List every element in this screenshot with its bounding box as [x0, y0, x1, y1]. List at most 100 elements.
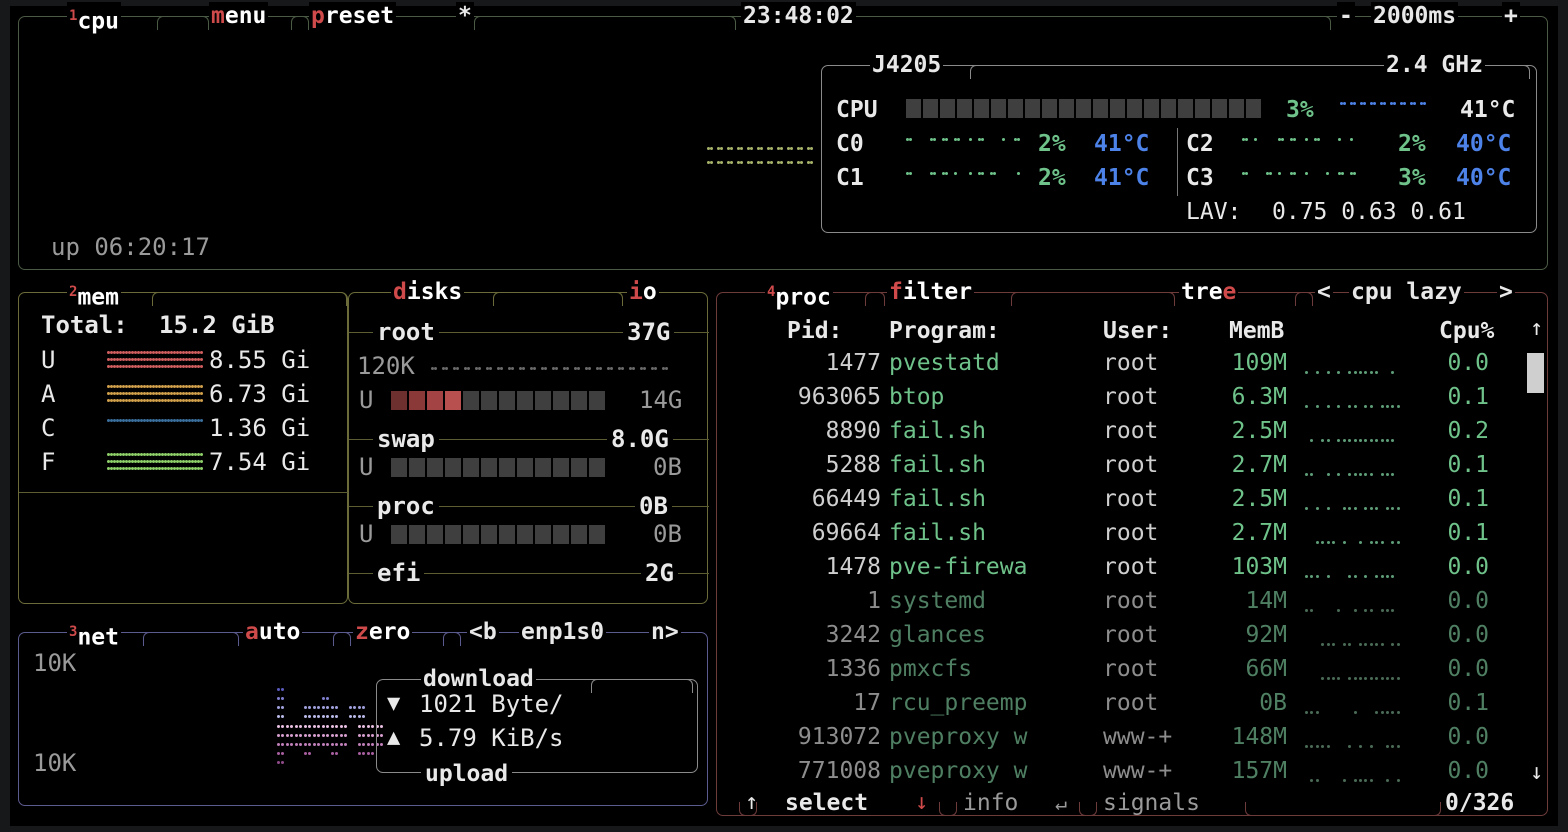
col-header-pid[interactable]: Pid:: [787, 318, 843, 344]
load-average-value: 0.75 0.63 0.61: [1272, 199, 1466, 225]
cpu-total-percent: 3%: [1286, 97, 1314, 123]
table-row[interactable]: [725, 453, 1521, 487]
net-prev-interface-button[interactable]: <b: [467, 618, 499, 646]
update-interval-decrease-button[interactable]: -: [1337, 2, 1355, 30]
proc-scrollbar-thumb[interactable]: [1527, 353, 1544, 393]
table-row[interactable]: [725, 589, 1521, 623]
select-label[interactable]: select: [785, 790, 869, 816]
proc-sort-prev-button[interactable]: <: [1315, 278, 1333, 306]
cpu-menu-button[interactable]: menu: [209, 2, 269, 30]
mem-panel-title[interactable]: 2mem: [67, 278, 121, 312]
update-interval-increase-button[interactable]: +: [1502, 2, 1520, 30]
cpu-temp-graph: [1340, 102, 1430, 122]
signals-label[interactable]: signals: [1103, 790, 1200, 816]
select-down-icon[interactable]: ↓: [915, 790, 929, 815]
cpu-title-bracket-1: [157, 16, 209, 30]
clock: 23:48:02: [741, 2, 856, 30]
core-label-2: C2: [1186, 131, 1214, 157]
proc-row-cpu-graph: [1305, 371, 1401, 379]
proc-row-user: root: [1103, 486, 1159, 512]
proc-row-cpu-graph: [1305, 473, 1401, 481]
disks-io-toggle[interactable]: io: [627, 278, 659, 306]
select-up-icon[interactable]: ↑: [745, 790, 759, 815]
net-next-interface-button[interactable]: n>: [649, 618, 681, 646]
proc-row-pid: 69664: [811, 520, 881, 546]
disks-panel-title[interactable]: disks: [391, 278, 465, 306]
core-label-1: C1: [836, 165, 864, 191]
proc-panel-title[interactable]: 4proc: [765, 278, 833, 312]
proc-filter-input[interactable]: filter: [887, 278, 975, 306]
cpu-preset-key: p: [311, 3, 325, 29]
disks-io-label: o: [642, 279, 657, 305]
cpu-panel-title[interactable]: 1cpu: [67, 2, 121, 36]
table-row[interactable]: [725, 555, 1521, 589]
proc-row-program: pveproxy w: [889, 758, 1028, 784]
col-header-program[interactable]: Program:: [889, 318, 1000, 344]
info-label[interactable]: info: [963, 790, 1019, 816]
proc-row-program: fail.sh: [889, 452, 986, 478]
proc-filter-key: f: [889, 279, 903, 305]
net-panel-title[interactable]: 3net: [67, 618, 121, 652]
cpu-total-label: CPU: [836, 97, 878, 123]
proc-row-program: btop: [889, 384, 945, 410]
disks-title-key: d: [393, 279, 407, 305]
status-bracket-3: [1079, 802, 1097, 816]
cpu-preset-button[interactable]: preset: [309, 2, 397, 30]
net-zero-toggle[interactable]: zero: [353, 618, 413, 646]
col-header-user[interactable]: User:: [1103, 318, 1173, 344]
mem-row-graph-3: [107, 453, 211, 477]
proc-row-cpu: 0.0: [1447, 554, 1489, 580]
proc-row-user: root: [1103, 418, 1159, 444]
table-row[interactable]: [725, 385, 1521, 419]
disk-size-1: 8.0G: [607, 427, 673, 451]
net-title-bracket-2: [333, 632, 351, 646]
disk-used-label-2: U: [359, 520, 374, 548]
scroll-down-icon[interactable]: ↓: [1530, 760, 1544, 785]
table-row[interactable]: [725, 623, 1521, 657]
core-label-3: C3: [1186, 165, 1214, 191]
download-rate: 1021 Byte/: [419, 690, 564, 718]
load-average-label: LAV:: [1186, 199, 1242, 225]
col-header-cpu[interactable]: Cpu%: [1439, 318, 1495, 344]
cpu-panel: 1cpu menu preset * 23:48:02 - 2000ms + u…: [18, 2, 1548, 270]
proc-row-pid: 3242: [825, 622, 881, 648]
cpu-menu-label: enu: [224, 3, 267, 29]
proc-row-cpu: 0.1: [1447, 520, 1489, 546]
proc-title-bracket-3: [1295, 292, 1313, 306]
proc-row-user: root: [1103, 554, 1159, 580]
net-detail-box: download ▼ 1021 Byte/ ▲ 5.79 KiB/s uploa…: [376, 665, 698, 786]
status-bracket-1: [739, 802, 757, 816]
table-row[interactable]: [725, 487, 1521, 521]
table-row[interactable]: [725, 759, 1521, 793]
scroll-up-icon[interactable]: ↑: [1530, 316, 1544, 341]
table-row[interactable]: [725, 725, 1521, 759]
proc-row-pid: 1: [867, 588, 881, 614]
mem-row-value-0: 8.55 Gi: [209, 346, 311, 374]
cpu-title-bracket-2: [291, 16, 309, 30]
mem-row-graph-0: [107, 351, 211, 375]
proc-row-cpu-graph: [1305, 439, 1401, 447]
proc-row-mem: 2.7M: [1231, 452, 1287, 478]
proc-tree-toggle[interactable]: tree: [1179, 278, 1239, 306]
net-auto-toggle[interactable]: auto: [243, 618, 303, 646]
proc-row-program: pveproxy w: [889, 724, 1028, 750]
core-graph-1: [906, 172, 1036, 192]
table-row[interactable]: [725, 691, 1521, 725]
table-row[interactable]: [725, 521, 1521, 555]
proc-row-user: www-+: [1103, 724, 1173, 750]
proc-row-pid: 66449: [811, 486, 881, 512]
core-graph-2: [1242, 138, 1372, 158]
net-auto-label: uto: [258, 619, 301, 645]
proc-row-cpu: 0.2: [1447, 418, 1489, 444]
proc-sort-next-button[interactable]: >: [1497, 278, 1515, 306]
proc-row-user: root: [1103, 690, 1159, 716]
enter-icon[interactable]: ↵: [1055, 791, 1068, 815]
disk-rule-2: [349, 506, 709, 507]
net-panel-number: 3: [69, 624, 78, 640]
table-row[interactable]: [725, 419, 1521, 453]
table-row[interactable]: [725, 351, 1521, 385]
table-row[interactable]: [725, 657, 1521, 691]
col-header-memb[interactable]: MemB: [1229, 318, 1285, 344]
proc-row-cpu: 0.1: [1447, 452, 1489, 478]
proc-row-program: pvestatd: [889, 350, 1000, 376]
